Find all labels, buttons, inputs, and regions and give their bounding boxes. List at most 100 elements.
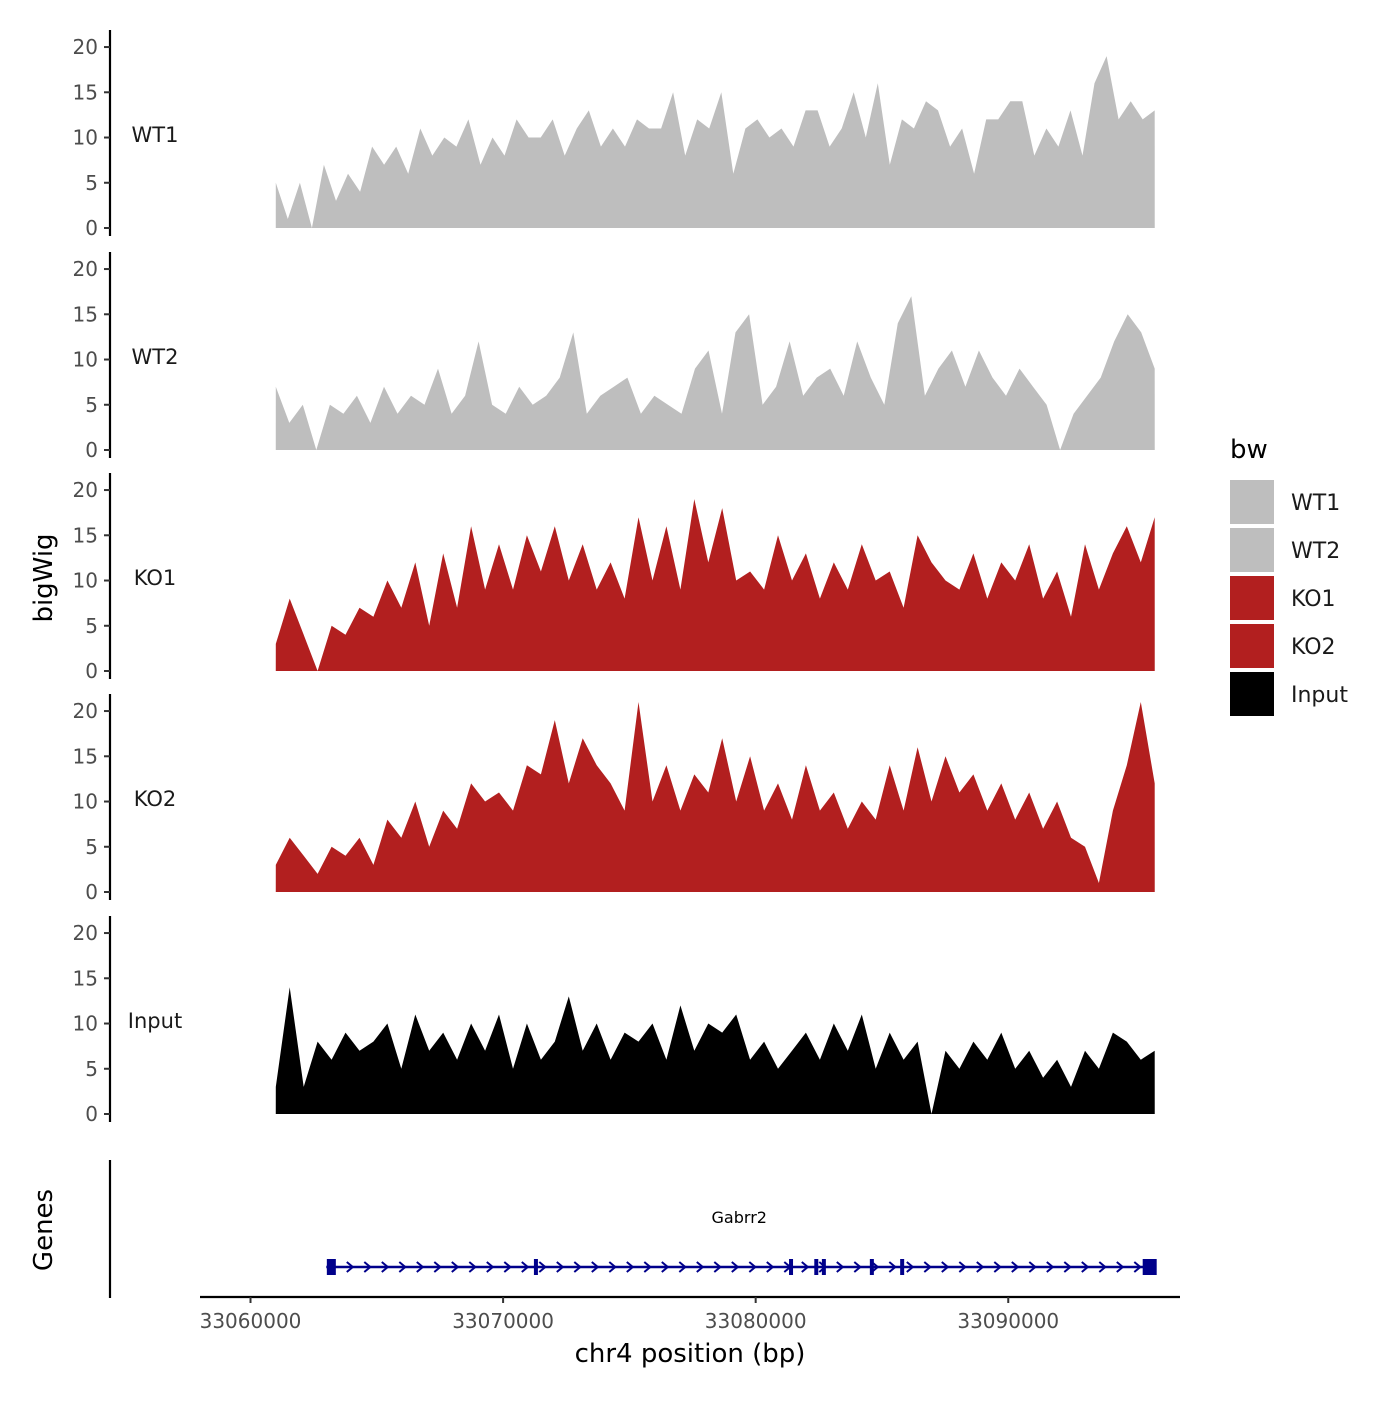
gene-exon bbox=[821, 1259, 826, 1275]
y-tick-label: 20 bbox=[73, 699, 98, 723]
strand-chevron bbox=[346, 1261, 355, 1273]
gene-name-label: Gabrr2 bbox=[712, 1208, 767, 1227]
y-tick-label: 5 bbox=[85, 1057, 98, 1081]
strand-chevron bbox=[608, 1261, 617, 1273]
track-label-wt2: WT2 bbox=[132, 345, 179, 369]
strand-chevron bbox=[853, 1261, 862, 1273]
strand-chevron bbox=[591, 1261, 600, 1273]
track-wt2: 0 5 10 15 20 WT2 bbox=[73, 252, 1155, 462]
strand-chevron bbox=[416, 1261, 425, 1273]
genes-axis-title: Genes bbox=[29, 1189, 59, 1271]
legend-entry-ko2: KO2 bbox=[1230, 624, 1336, 668]
strand-chevron bbox=[888, 1261, 897, 1273]
strand-chevron bbox=[801, 1261, 810, 1273]
y-tick-label: 0 bbox=[85, 880, 98, 904]
legend-swatch-wt1 bbox=[1230, 480, 1274, 524]
y-tick-label: 15 bbox=[73, 80, 98, 104]
x-tick-label: 33070000 bbox=[452, 1309, 554, 1333]
x-tick-label: 33060000 bbox=[200, 1309, 302, 1333]
legend-entry-input: Input bbox=[1230, 672, 1348, 716]
legend-label-ko2: KO2 bbox=[1291, 635, 1336, 660]
strand-chevron bbox=[486, 1261, 495, 1273]
y-tick-label: 20 bbox=[73, 257, 98, 281]
track-input: 0 5 10 15 20 Input bbox=[73, 916, 1155, 1126]
strand-chevron bbox=[713, 1261, 722, 1273]
strand-chevron bbox=[678, 1261, 687, 1273]
y-axis-title: bigWig bbox=[29, 533, 59, 622]
strand-chevron bbox=[696, 1261, 705, 1273]
x-tick-label: 33080000 bbox=[705, 1309, 807, 1333]
strand-chevron bbox=[503, 1261, 512, 1273]
strand-chevron bbox=[468, 1261, 477, 1273]
strand-chevron bbox=[1116, 1261, 1125, 1273]
gene-exon bbox=[533, 1259, 538, 1275]
legend-label-wt2: WT2 bbox=[1291, 539, 1340, 564]
gene-exon bbox=[789, 1259, 794, 1275]
strand-chevron bbox=[836, 1261, 845, 1273]
track-ko2: 0 5 10 15 20 KO2 bbox=[73, 694, 1155, 904]
strand-chevron bbox=[626, 1261, 635, 1273]
y-tick-label: 15 bbox=[73, 302, 98, 326]
legend-swatch-ko2 bbox=[1230, 624, 1274, 668]
y-tick-label: 20 bbox=[73, 921, 98, 945]
legend-entry-wt2: WT2 bbox=[1230, 528, 1340, 572]
strand-chevron bbox=[643, 1261, 652, 1273]
y-tick-label: 20 bbox=[73, 35, 98, 59]
x-axis: 33060000 33070000 33080000 33090000 bbox=[200, 1295, 1180, 1333]
x-axis-title: chr4 position (bp) bbox=[575, 1339, 806, 1369]
track-label-ko1: KO1 bbox=[134, 566, 177, 590]
y-tick-label: 10 bbox=[73, 126, 98, 150]
y-tick-label: 10 bbox=[73, 569, 98, 593]
strand-chevron bbox=[958, 1261, 967, 1273]
y-tick-label: 15 bbox=[73, 966, 98, 990]
strand-chevron bbox=[748, 1261, 757, 1273]
strand-chevron bbox=[906, 1261, 915, 1273]
strand-chevron bbox=[766, 1261, 775, 1273]
y-tick-label: 0 bbox=[85, 438, 98, 462]
strand-chevron bbox=[661, 1261, 670, 1273]
legend-swatch-input bbox=[1230, 672, 1274, 716]
strand-chevron bbox=[398, 1261, 407, 1273]
y-tick-label: 15 bbox=[73, 523, 98, 547]
strand-chevron bbox=[1046, 1261, 1055, 1273]
y-tick-label: 5 bbox=[85, 614, 98, 638]
y-tick-label: 5 bbox=[85, 835, 98, 859]
strand-chevron bbox=[1063, 1261, 1072, 1273]
strand-chevron bbox=[1011, 1261, 1020, 1273]
legend-entry-wt1: WT1 bbox=[1230, 480, 1340, 524]
legend-label-wt1: WT1 bbox=[1291, 491, 1340, 516]
legend-label-input: Input bbox=[1291, 683, 1348, 708]
coverage-area-ko2 bbox=[275, 702, 1155, 892]
strand-chevron bbox=[521, 1261, 530, 1273]
strand-chevron bbox=[941, 1261, 950, 1273]
y-tick-label: 0 bbox=[85, 1102, 98, 1126]
coverage-area-input bbox=[275, 987, 1155, 1114]
legend-entry-ko1: KO1 bbox=[1230, 576, 1336, 620]
strand-chevron bbox=[1098, 1261, 1107, 1273]
legend-swatch-ko1 bbox=[1230, 576, 1274, 620]
strand-chevron bbox=[451, 1261, 460, 1273]
strand-chevron bbox=[731, 1261, 740, 1273]
track-label-wt1: WT1 bbox=[132, 123, 179, 147]
track-label-input: Input bbox=[128, 1009, 182, 1033]
y-tick-label: 15 bbox=[73, 744, 98, 768]
gene-exon bbox=[326, 1259, 336, 1275]
y-tick-label: 5 bbox=[85, 171, 98, 195]
strand-chevron bbox=[1081, 1261, 1090, 1273]
strand-chevron bbox=[363, 1261, 372, 1273]
y-tick-label: 10 bbox=[73, 1012, 98, 1036]
coverage-tracks: 0 5 10 15 20 WT1 0 5 10 15 20 WT2 0 5 10 15 20 KO1 0 5 10 15 2… bbox=[73, 30, 1155, 1126]
gene-exon bbox=[900, 1259, 905, 1275]
strand-chevron bbox=[381, 1261, 390, 1273]
strand-chevron bbox=[923, 1261, 932, 1273]
strand-chevron bbox=[573, 1261, 582, 1273]
gene-exon bbox=[1142, 1259, 1157, 1275]
y-tick-label: 10 bbox=[73, 790, 98, 814]
track-wt1: 0 5 10 15 20 WT1 bbox=[73, 30, 1155, 240]
track-ko1: 0 5 10 15 20 KO1 bbox=[73, 473, 1155, 683]
x-tick-label: 33090000 bbox=[957, 1309, 1059, 1333]
legend-swatch-wt2 bbox=[1230, 528, 1274, 572]
y-tick-label: 5 bbox=[85, 393, 98, 417]
